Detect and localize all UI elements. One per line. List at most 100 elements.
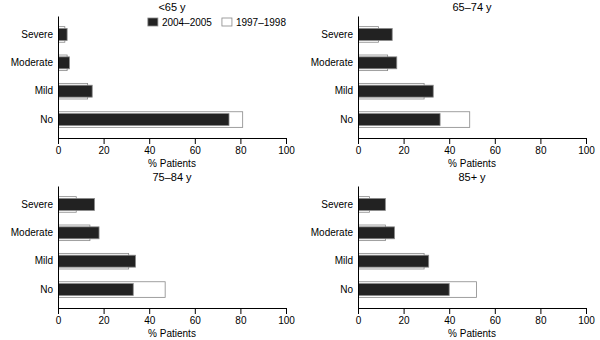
x-tick-label: 40 <box>144 315 156 326</box>
bar <box>58 114 229 126</box>
x-tick-mark <box>586 138 587 144</box>
y-tick: Moderate <box>11 227 58 238</box>
x-tick-label: 20 <box>99 315 111 326</box>
y-axis-line <box>58 17 59 139</box>
y-tick-label: Moderate <box>11 227 54 238</box>
x-tick-mark <box>495 308 496 314</box>
bar <box>58 112 243 128</box>
x-tick: 20 <box>399 138 411 156</box>
x-tick-mark <box>540 138 541 144</box>
y-tick: Mild <box>335 255 358 266</box>
x-tick-mark <box>404 308 405 314</box>
legend-swatch <box>222 18 232 26</box>
x-tick-label: 20 <box>99 145 111 156</box>
x-tick-mark <box>195 308 196 314</box>
y-tick: Moderate <box>11 57 58 68</box>
bar <box>58 57 69 69</box>
y-tick-label: Mild <box>335 255 353 266</box>
legend-item: 2004–2005 <box>148 17 212 28</box>
title: <65 y <box>158 1 186 13</box>
y-tick-label: No <box>340 114 353 125</box>
bar <box>358 227 394 239</box>
bars <box>358 197 477 298</box>
x-tick-label: 100 <box>578 145 595 156</box>
x-tick-label: 0 <box>356 315 362 326</box>
x-tick: 60 <box>490 138 502 156</box>
x-tick: 20 <box>399 308 411 326</box>
x-tick-mark <box>358 138 359 144</box>
legend-item: 1997–1998 <box>222 17 286 28</box>
bar <box>58 28 67 40</box>
x-tick: 40 <box>144 138 156 156</box>
x-tick: 40 <box>444 138 456 156</box>
y-tick-label: No <box>40 284 53 295</box>
x-tick-label: 20 <box>399 315 411 326</box>
x-tick-mark <box>286 138 287 144</box>
y-tick: Mild <box>335 85 358 96</box>
x-axis-line <box>359 139 587 145</box>
x-tick-mark <box>586 308 587 314</box>
panel: 020406080100NoMildModerateSevere<65 y% P… <box>11 1 296 169</box>
y-tick-label: Severe <box>21 199 53 210</box>
x-tick-mark <box>286 308 287 314</box>
y-tick: No <box>340 114 358 125</box>
x-axis-line <box>59 139 287 145</box>
x-axis: 020406080100 <box>56 138 296 156</box>
panel: 020406080100NoMildModerateSevere85+ y% P… <box>311 171 596 339</box>
x-tick-mark <box>540 308 541 314</box>
x-tick: 40 <box>144 308 156 326</box>
x-tick: 0 <box>356 308 362 326</box>
y-axis-line <box>358 17 359 139</box>
x-axis-title: % Patients <box>148 158 196 169</box>
bar <box>358 85 433 97</box>
x-tick-label: 0 <box>56 145 62 156</box>
bar <box>358 198 385 210</box>
x-tick: 0 <box>56 138 62 156</box>
y-axis: NoMildModerateSevere <box>11 187 59 309</box>
bar <box>58 284 133 296</box>
y-tick: No <box>340 284 358 295</box>
x-tick: 60 <box>490 308 502 326</box>
bar <box>58 227 99 239</box>
bar <box>58 282 165 298</box>
y-tick: Moderate <box>311 57 358 68</box>
x-axis: 0 20 40 60 80 100 <box>56 308 296 326</box>
y-tick-label: Mild <box>335 85 353 96</box>
y-axis: No Mild Moderate Severe <box>311 187 359 309</box>
x-tick-mark <box>358 308 359 314</box>
x-tick: 0 <box>56 308 62 326</box>
x-axis: 020406080100 <box>356 138 596 156</box>
y-axis-line <box>58 187 59 309</box>
y-tick: Severe <box>321 29 358 40</box>
x-tick-mark <box>149 138 150 144</box>
bar <box>58 198 94 210</box>
x-tick-mark <box>58 308 59 314</box>
x-tick-label: 100 <box>278 315 295 326</box>
x-tick-label: 100 <box>278 145 295 156</box>
y-tick-label: Moderate <box>311 227 354 238</box>
x-tick-mark <box>240 138 241 144</box>
y-tick: Moderate <box>311 227 358 238</box>
x-tick-label: 60 <box>190 315 202 326</box>
x-tick-mark <box>449 138 450 144</box>
legend: 2004–2005 1997–1998 <box>148 17 287 28</box>
x-tick-mark <box>449 308 450 314</box>
y-tick: Severe <box>321 199 358 210</box>
bar <box>358 112 470 128</box>
y-tick-label: No <box>40 114 53 125</box>
title: 65–74 y <box>452 1 492 13</box>
bar <box>358 284 449 296</box>
x-tick-label: 80 <box>235 315 247 326</box>
x-tick-mark <box>58 138 59 144</box>
bars <box>58 197 165 298</box>
y-tick-label: Severe <box>321 199 353 210</box>
x-tick: 40 <box>444 308 456 326</box>
x-tick-mark <box>404 138 405 144</box>
x-tick-mark <box>104 308 105 314</box>
x-tick: 80 <box>535 138 547 156</box>
x-tick-label: 80 <box>535 315 547 326</box>
y-tick: Severe <box>21 29 58 40</box>
y-tick: No <box>40 114 58 125</box>
x-axis-line <box>59 309 287 315</box>
x-tick-mark <box>195 138 196 144</box>
